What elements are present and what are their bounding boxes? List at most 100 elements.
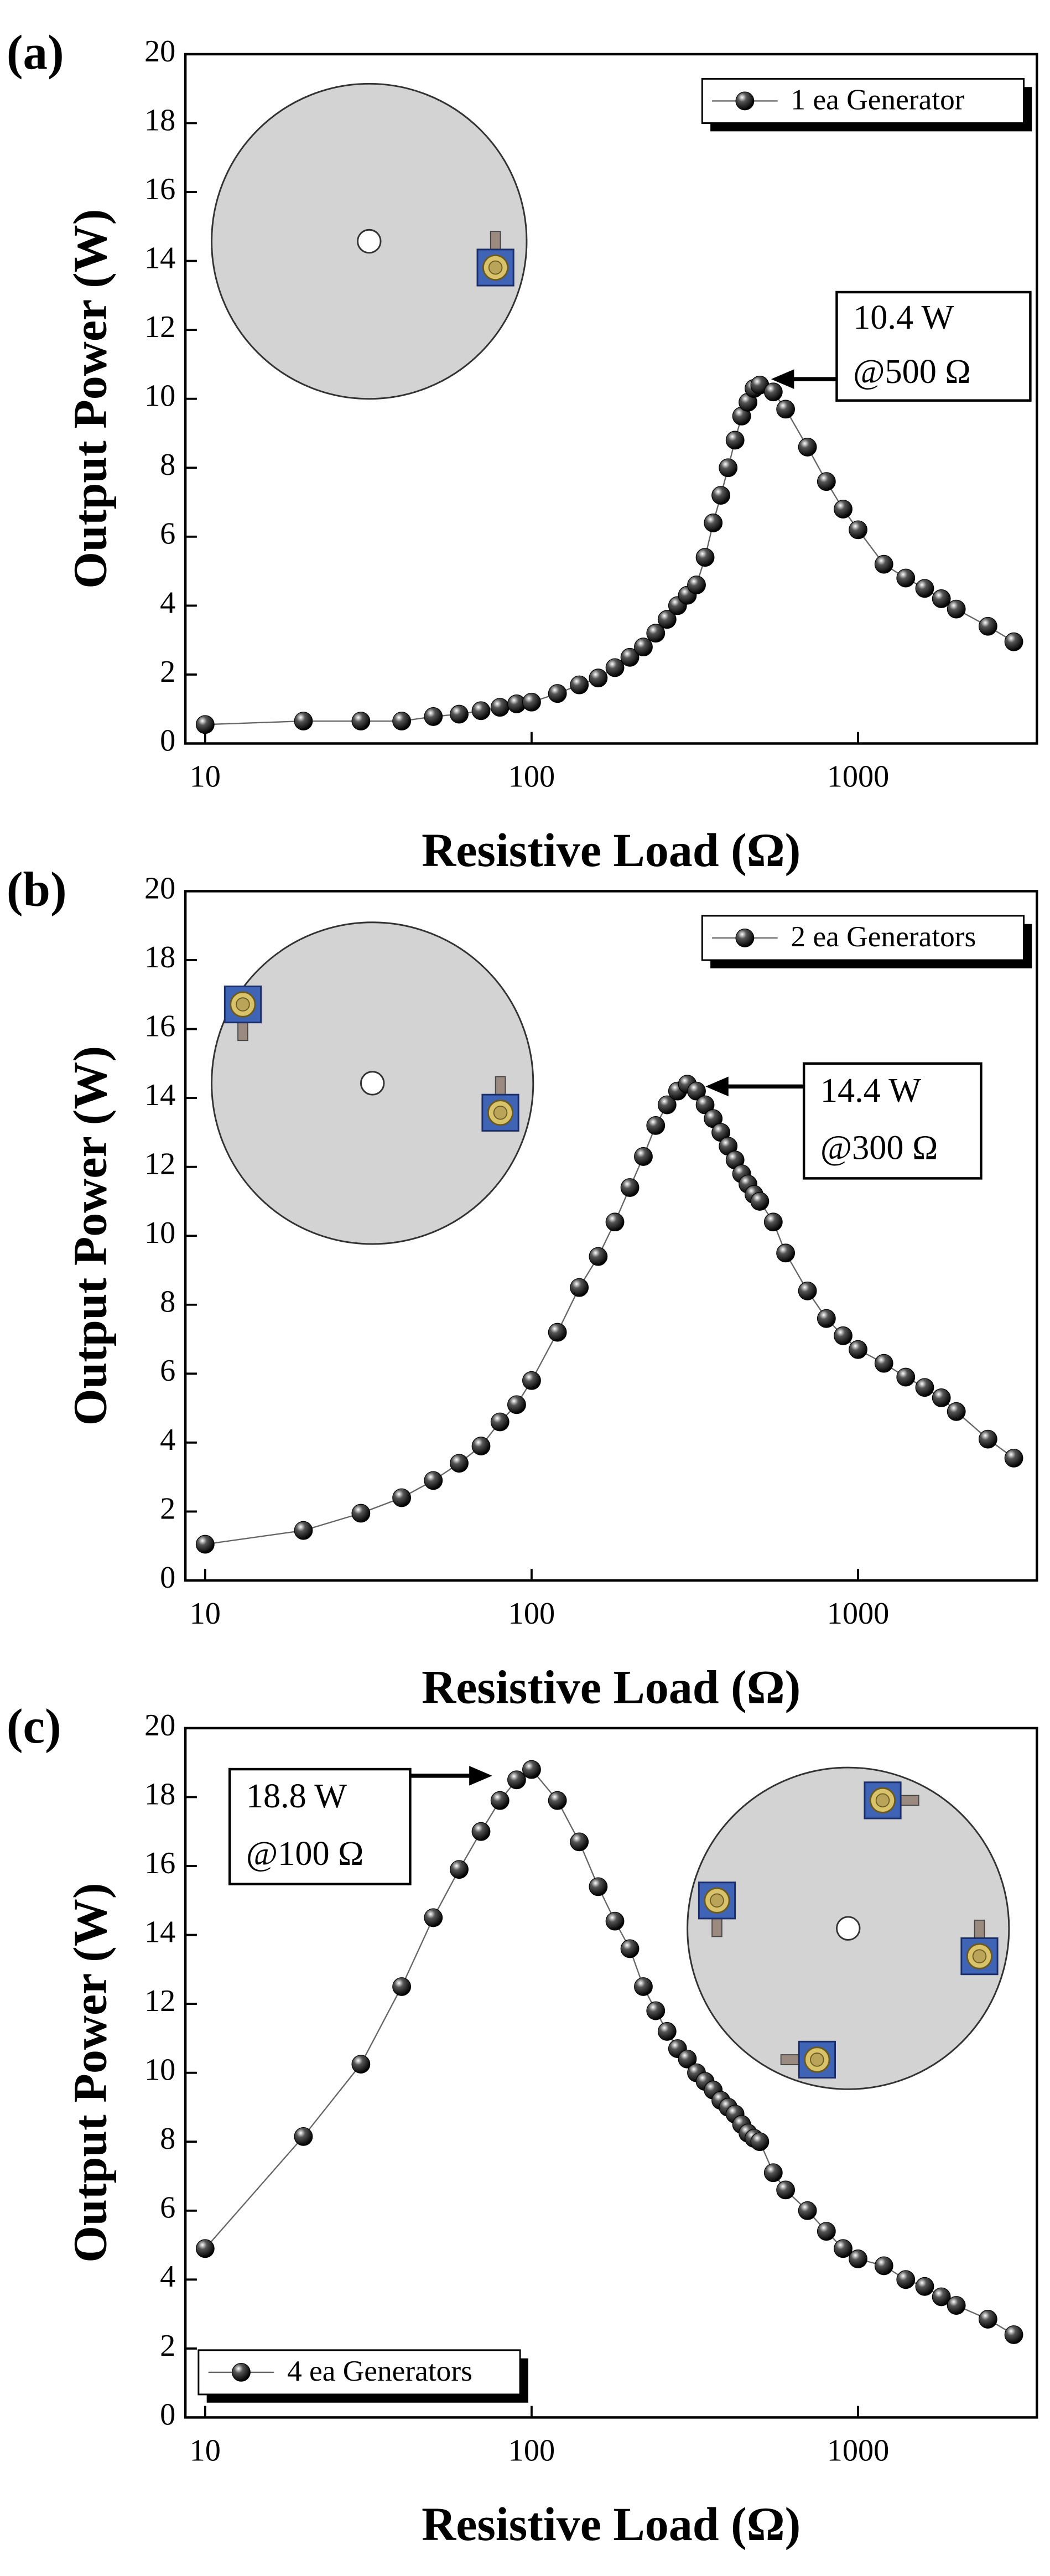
- y-tick-label: 4: [160, 2259, 175, 2294]
- y-tick-label: 14: [144, 241, 175, 276]
- data-point: [1004, 1448, 1023, 1468]
- annotation-text: 14.4 W: [820, 1072, 921, 1110]
- data-point: [834, 2239, 853, 2258]
- data-point: [490, 1412, 510, 1432]
- x-tick-label: 1000: [827, 1597, 890, 1631]
- y-tick-label: 4: [160, 585, 175, 620]
- data-point: [392, 712, 411, 730]
- generator-icon: [864, 1781, 919, 1820]
- data-point: [589, 1247, 608, 1266]
- legend-label: 2 ea Generators: [791, 920, 976, 953]
- y-axis-title: Output Power (W): [64, 209, 117, 589]
- data-point: [589, 668, 608, 688]
- y-tick-label: 16: [144, 1009, 175, 1043]
- data-point: [490, 1791, 510, 1810]
- data-point: [351, 2055, 371, 2074]
- data-point: [763, 382, 783, 402]
- data-point: [687, 1081, 706, 1101]
- y-axis-title: Output Power (W): [64, 1046, 117, 1426]
- y-tick-label: 6: [160, 1354, 175, 1388]
- data-point: [874, 1354, 893, 1373]
- y-tick-label: 0: [160, 1561, 175, 1595]
- annotation-arrowhead: [705, 1076, 729, 1097]
- data-point: [776, 400, 796, 419]
- data-point: [776, 1243, 796, 1263]
- data-point: [1004, 632, 1023, 651]
- panel-label: (c): [7, 1699, 61, 1754]
- data-point: [687, 576, 706, 594]
- data-point: [849, 520, 867, 540]
- annotation-box: [802, 1062, 983, 1180]
- x-tick-label: 10: [190, 760, 221, 794]
- data-point: [646, 2001, 666, 2020]
- y-tick-label: 18: [144, 940, 175, 975]
- annotation-text: 18.8 W: [246, 1777, 347, 1815]
- generator-icon: [780, 2040, 836, 2079]
- generator-core: [488, 260, 503, 275]
- y-tick-label: 0: [160, 2397, 175, 2432]
- x-axis-title: Resistive Load (Ω): [422, 2497, 801, 2551]
- data-point: [424, 707, 443, 726]
- y-tick-label: 14: [144, 1078, 175, 1112]
- data-point: [695, 548, 715, 567]
- data-point: [978, 1429, 997, 1449]
- data-point: [471, 1822, 491, 1841]
- data-point: [605, 1911, 625, 1931]
- y-tick-label: 10: [144, 379, 175, 413]
- data-point: [522, 1760, 541, 1779]
- data-point: [896, 568, 916, 588]
- generator-icon: [476, 231, 514, 287]
- data-point: [548, 1323, 567, 1342]
- data-point: [605, 658, 625, 677]
- x-tick-label: 1000: [827, 2434, 890, 2468]
- annotation-text: 10.4 W: [853, 299, 954, 336]
- annotation-text: @100 Ω: [246, 1835, 364, 1873]
- generator-core: [236, 997, 250, 1012]
- x-tick-label: 10: [190, 2434, 221, 2468]
- data-point: [570, 675, 589, 694]
- generator-core: [810, 2052, 824, 2067]
- data-point: [874, 2256, 893, 2276]
- x-tick-label: 1000: [827, 760, 890, 794]
- data-point: [798, 2201, 817, 2220]
- data-point: [978, 2310, 997, 2329]
- x-axis-title: Resistive Load (Ω): [422, 1660, 801, 1713]
- y-tick-label: 4: [160, 1423, 175, 1457]
- generator-core: [875, 1793, 890, 1808]
- y-tick-label: 8: [160, 2122, 175, 2156]
- panel-label: (a): [7, 25, 64, 80]
- x-tick-label: 10: [190, 1597, 221, 1631]
- generator-icon: [960, 1919, 999, 1976]
- data-point: [570, 1278, 589, 1297]
- annotation-text: @500 Ω: [853, 353, 971, 391]
- data-point: [776, 2180, 796, 2200]
- generator-icon: [223, 985, 262, 1041]
- y-tick-label: 20: [144, 871, 175, 905]
- data-point: [849, 2250, 867, 2268]
- data-point: [719, 458, 738, 478]
- data-point: [657, 1095, 677, 1115]
- y-tick-label: 10: [144, 1216, 175, 1250]
- data-point: [798, 438, 817, 457]
- data-point: [450, 1454, 469, 1473]
- data-point: [695, 1095, 715, 1115]
- generator-core: [710, 1893, 724, 1908]
- data-point: [657, 610, 677, 629]
- data-point: [450, 704, 469, 724]
- y-tick-label: 8: [160, 1285, 175, 1319]
- inset-hole: [357, 229, 382, 254]
- data-point: [798, 1281, 817, 1300]
- data-point: [522, 1371, 541, 1390]
- annotation-box: [228, 1768, 412, 1885]
- data-point: [605, 1212, 625, 1232]
- x-axis-title: Resistive Load (Ω): [422, 823, 801, 877]
- data-point: [471, 1437, 491, 1455]
- annotation-text: @300 Ω: [820, 1129, 938, 1167]
- data-point: [978, 616, 997, 636]
- data-point: [763, 1212, 783, 1232]
- data-point: [874, 554, 893, 574]
- data-point: [817, 472, 836, 491]
- legend-marker: [735, 91, 755, 111]
- y-tick-label: 20: [144, 34, 175, 69]
